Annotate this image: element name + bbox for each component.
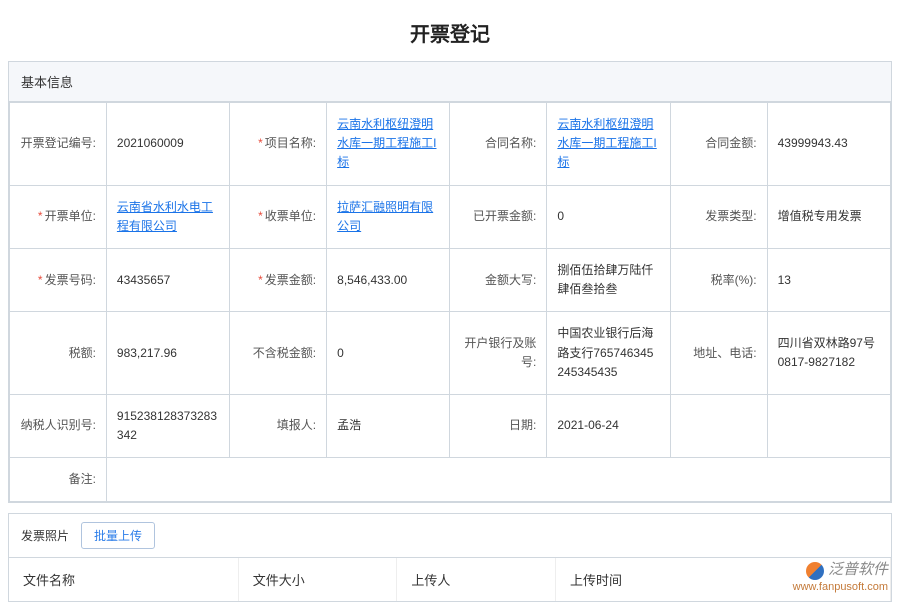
value-empty bbox=[767, 394, 890, 457]
label-inv-type: 发票类型: bbox=[670, 185, 767, 248]
col-filename: 文件名称 bbox=[9, 558, 238, 601]
col-uploadtime: 上传时间 bbox=[556, 558, 891, 601]
value-filler: 孟浩 bbox=[327, 394, 450, 457]
attachment-list: 文件名称 文件大小 上传人 上传时间 bbox=[9, 558, 891, 601]
value-no-tax-amt: 0 bbox=[327, 312, 450, 395]
label-inv-no: *发票号码: bbox=[10, 248, 107, 311]
value-amt-cn: 捌佰伍拾肆万陆仟肆佰叁拾叁 bbox=[547, 248, 670, 311]
label-bank: 开户银行及账号: bbox=[450, 312, 547, 395]
label-addr-tel: 地址、电话: bbox=[670, 312, 767, 395]
value-tax-rate: 13 bbox=[767, 248, 890, 311]
value-contract[interactable]: 云南水利枢纽澄明水库一期工程施工I标 bbox=[547, 103, 670, 186]
form-table: 开票登记编号: 2021060009 *项目名称: 云南水利枢纽澄明水库一期工程… bbox=[9, 102, 891, 502]
upload-section-label: 发票照片 bbox=[21, 527, 69, 544]
col-filesize: 文件大小 bbox=[238, 558, 397, 601]
value-date: 2021-06-24 bbox=[547, 394, 670, 457]
section-basic-header: 基本信息 bbox=[9, 62, 891, 102]
value-addr-tel: 四川省双林路97号0817-9827182 bbox=[767, 312, 890, 395]
value-inv-amt: 8,546,433.00 bbox=[327, 248, 450, 311]
label-tax-rate: 税率(%): bbox=[670, 248, 767, 311]
value-inv-no: 43435657 bbox=[106, 248, 229, 311]
value-issued-amt: 0 bbox=[547, 185, 670, 248]
value-remark[interactable] bbox=[106, 458, 890, 502]
required-icon: * bbox=[38, 209, 43, 223]
col-uploader: 上传人 bbox=[397, 558, 556, 601]
value-tax-id: 915238128373283342 bbox=[106, 394, 229, 457]
label-tax-id: 纳税人识别号: bbox=[10, 394, 107, 457]
value-inv-type: 增值税专用发票 bbox=[767, 185, 890, 248]
required-icon: * bbox=[258, 209, 263, 223]
label-empty bbox=[670, 394, 767, 457]
basic-info-panel: 基本信息 开票登记编号: 2021060009 *项目名称: 云南水利枢纽澄明水… bbox=[8, 61, 892, 503]
value-issuer[interactable]: 云南省水利水电工程有限公司 bbox=[106, 185, 229, 248]
label-date: 日期: bbox=[450, 394, 547, 457]
label-filler: 填报人: bbox=[230, 394, 327, 457]
label-project: *项目名称: bbox=[230, 103, 327, 186]
required-icon: * bbox=[38, 273, 43, 287]
label-contract-amt: 合同金额: bbox=[670, 103, 767, 186]
value-contract-amt: 43999943.43 bbox=[767, 103, 890, 186]
label-contract: 合同名称: bbox=[450, 103, 547, 186]
label-issuer: *开票单位: bbox=[10, 185, 107, 248]
attachment-panel: 发票照片 批量上传 文件名称 文件大小 上传人 上传时间 bbox=[8, 513, 892, 602]
value-project[interactable]: 云南水利枢纽澄明水库一期工程施工I标 bbox=[327, 103, 450, 186]
required-icon: * bbox=[258, 273, 263, 287]
label-inv-amt: *发票金额: bbox=[230, 248, 327, 311]
label-amt-cn: 金额大写: bbox=[450, 248, 547, 311]
value-receiver[interactable]: 拉萨汇融照明有限公司 bbox=[327, 185, 450, 248]
value-bank: 中国农业银行后海路支行765746345245345435 bbox=[547, 312, 670, 395]
label-remark: 备注: bbox=[10, 458, 107, 502]
label-no-tax-amt: 不含税金额: bbox=[230, 312, 327, 395]
value-reg-no: 2021060009 bbox=[106, 103, 229, 186]
value-tax-amt: 983,217.96 bbox=[106, 312, 229, 395]
label-tax-amt: 税额: bbox=[10, 312, 107, 395]
label-reg-no: 开票登记编号: bbox=[10, 103, 107, 186]
page-title: 开票登记 bbox=[8, 8, 892, 61]
label-issued-amt: 已开票金额: bbox=[450, 185, 547, 248]
batch-upload-button[interactable]: 批量上传 bbox=[81, 522, 155, 549]
label-receiver: *收票单位: bbox=[230, 185, 327, 248]
required-icon: * bbox=[258, 136, 263, 150]
